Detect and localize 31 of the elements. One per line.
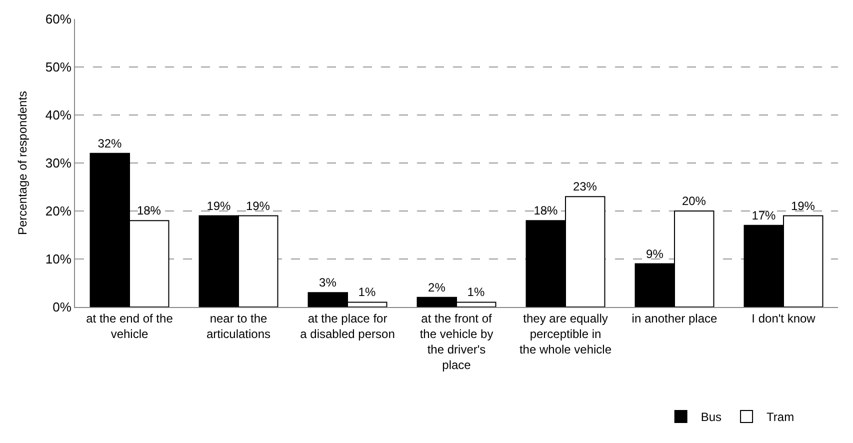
legend-label: Tram bbox=[766, 410, 794, 424]
y-tick-label: 50% bbox=[45, 60, 72, 75]
y-tick-label: 10% bbox=[45, 252, 72, 267]
data-label: 2% bbox=[428, 280, 446, 294]
y-tick-label: 0% bbox=[52, 300, 72, 315]
data-label: 23% bbox=[572, 180, 598, 194]
data-label: 32% bbox=[98, 136, 122, 150]
x-tick-label: at the end of the vehicle bbox=[86, 311, 174, 341]
data-label: 3% bbox=[319, 276, 337, 290]
data-label: 18% bbox=[534, 204, 558, 218]
data-label: 18% bbox=[136, 204, 162, 218]
data-label: 17% bbox=[752, 208, 776, 222]
x-tick-label: near to the articulations bbox=[206, 311, 271, 341]
data-label: 19% bbox=[246, 198, 270, 213]
data-label: 19% bbox=[790, 198, 816, 213]
x-tick-label: I don't know bbox=[752, 311, 816, 326]
data-label: 1% bbox=[467, 285, 485, 300]
y-tick-label: 20% bbox=[45, 204, 72, 219]
y-axis-title: Percentage of respondents bbox=[16, 90, 30, 236]
y-tick-label: 40% bbox=[45, 108, 72, 123]
x-tick-label: at the place for a disabled person bbox=[300, 311, 395, 341]
data-label: 19% bbox=[206, 198, 232, 213]
y-tick-label: 30% bbox=[45, 156, 72, 171]
y-tick-label: 60% bbox=[45, 12, 72, 27]
x-tick-label: they are equally perceptible in the whole vehicle bbox=[519, 311, 612, 357]
legend-label: Bus bbox=[700, 410, 722, 424]
data-label: 1% bbox=[358, 285, 376, 300]
data-label: 20% bbox=[682, 194, 706, 208]
data-label: 9% bbox=[646, 246, 664, 261]
x-tick-label: in another place bbox=[632, 311, 718, 326]
x-tick-label: at the front of the vehicle by the driver's place bbox=[420, 311, 494, 372]
